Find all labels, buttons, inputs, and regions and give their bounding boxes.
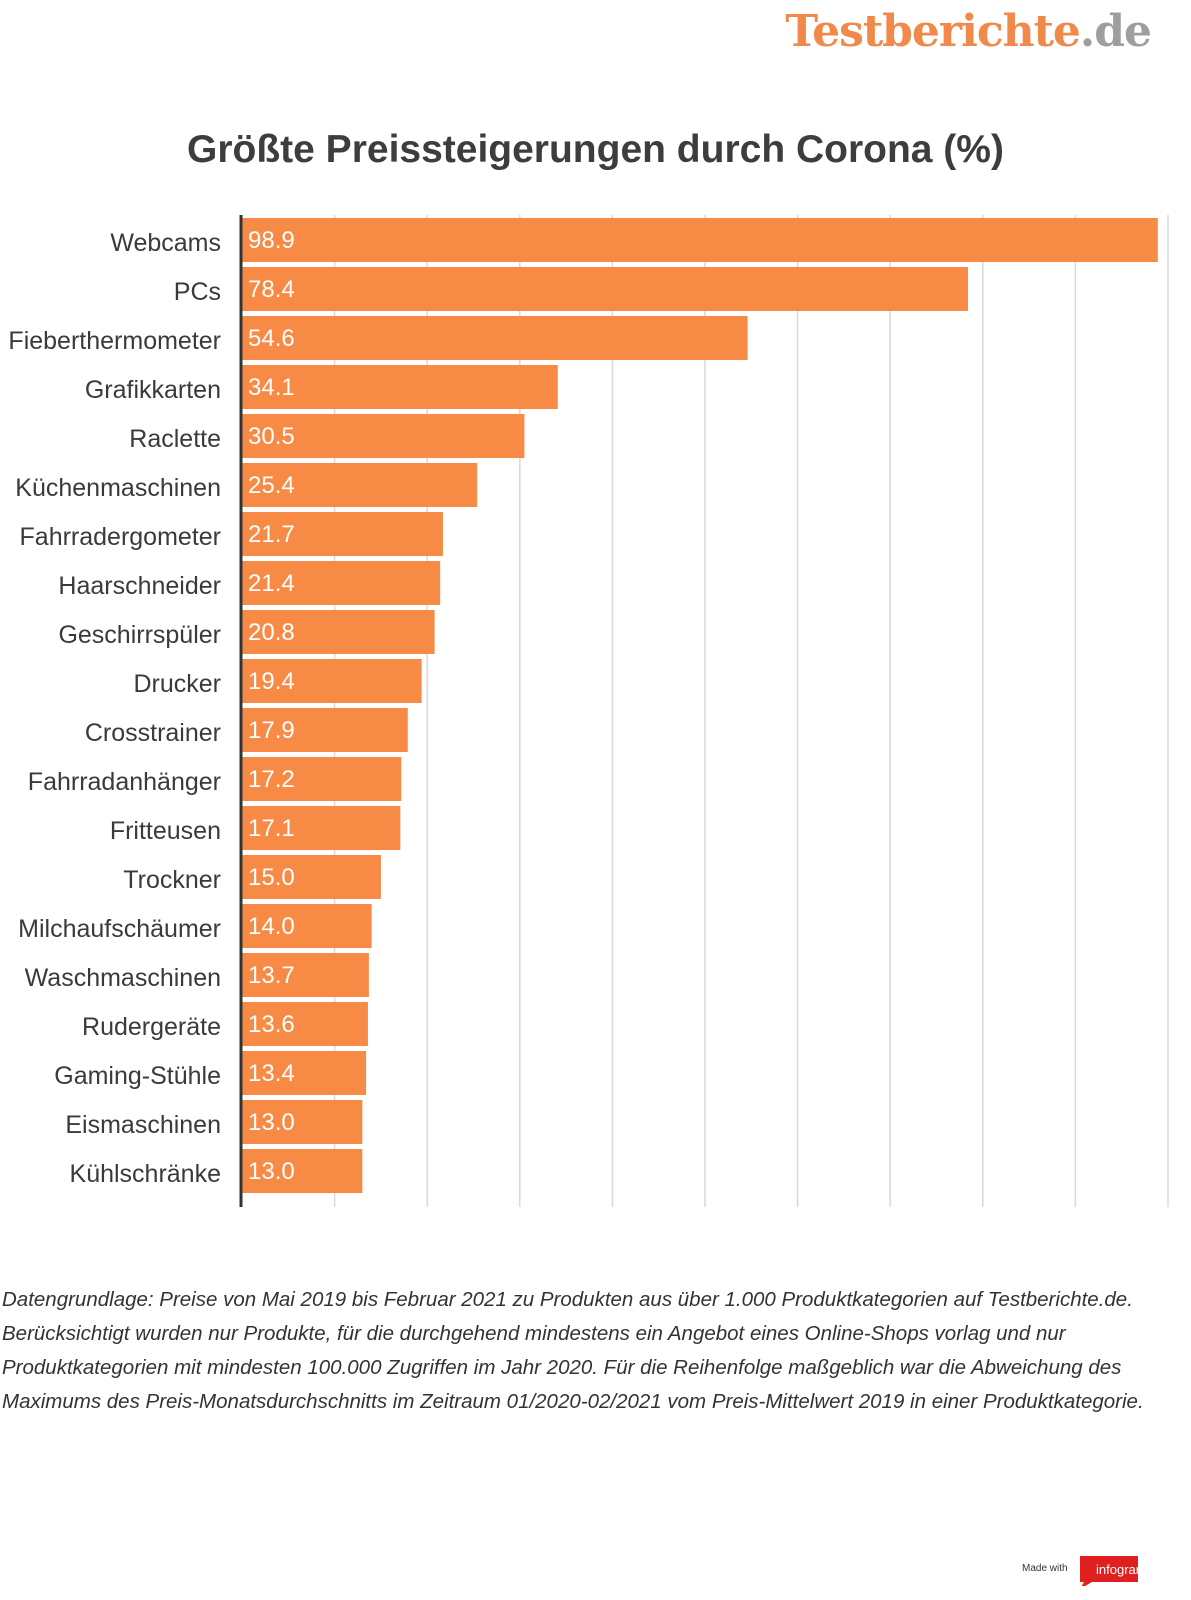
data-label: 13.6	[248, 1011, 295, 1038]
data-label: 25.4	[248, 472, 295, 499]
bar-chart: 98.9 78.4 54.6 34.1 30.5 25.4 21.7 21.4 20.8 19.4…	[8, 215, 1169, 1207]
bar	[242, 855, 381, 899]
bar	[242, 218, 1158, 262]
data-label: 17.9	[248, 717, 295, 744]
category-label: Webcams	[110, 229, 221, 257]
data-label: 21.7	[248, 521, 295, 548]
category-label: Fahrradergometer	[20, 523, 221, 551]
bar	[242, 561, 441, 605]
logo-brand: Testberichte	[785, 6, 1081, 57]
data-label: 19.4	[248, 668, 295, 695]
data-label: 30.5	[248, 423, 295, 450]
category-label: Fritteusen	[110, 817, 221, 845]
grid-lines	[333, 215, 1169, 1207]
bar	[242, 365, 558, 409]
bar	[242, 316, 748, 360]
bar	[242, 806, 401, 850]
data-label: 54.6	[248, 325, 295, 352]
data-label: 13.0	[248, 1109, 295, 1136]
infogram-label[interactable]: infogram	[1096, 1562, 1147, 1577]
data-label: 15.0	[248, 864, 295, 891]
footnote: Datengrundlage: Preise von Mai 2019 bis …	[2, 1288, 1144, 1413]
data-label: 34.1	[248, 374, 295, 401]
category-label: Rudergeräte	[82, 1013, 221, 1041]
data-label: 14.0	[248, 913, 295, 940]
category-label: Gaming-Stühle	[54, 1062, 221, 1090]
category-label: Geschirrspüler	[58, 621, 221, 649]
category-label: Fieberthermometer	[8, 327, 221, 355]
bar	[242, 904, 372, 948]
bar	[242, 708, 408, 752]
data-label: 98.9	[248, 227, 295, 254]
category-label: Küchenmaschinen	[15, 474, 221, 502]
bar	[242, 414, 525, 458]
bar	[242, 1002, 368, 1046]
testberichte-logo: Testberichte.de	[785, 6, 1152, 57]
category-label: PCs	[174, 278, 221, 306]
bar	[242, 757, 402, 801]
logo-tld: .de	[1079, 6, 1152, 57]
bar	[242, 512, 443, 556]
category-label: Kühlschränke	[70, 1160, 221, 1188]
category-label: Raclette	[129, 425, 221, 453]
bar	[242, 953, 369, 997]
chart-title: Größte Preissteigerungen durch Corona (%…	[187, 128, 1004, 171]
bar	[242, 463, 478, 507]
data-label: 20.8	[248, 619, 295, 646]
data-label: 21.4	[248, 570, 295, 597]
category-label: Grafikkarten	[85, 376, 221, 404]
bars: 98.9 78.4 54.6 34.1 30.5 25.4 21.7 21.4 20.8 19.4…	[242, 218, 1158, 1193]
category-label: Trockner	[123, 866, 221, 894]
infogram-badge-shape	[1080, 1556, 1138, 1586]
data-label: 17.2	[248, 766, 295, 793]
data-label: 78.4	[248, 276, 295, 303]
bar	[242, 610, 435, 654]
data-label: 13.0	[248, 1158, 295, 1185]
category-label: Crosstrainer	[85, 719, 221, 747]
data-label: 17.1	[248, 815, 295, 842]
category-label: Waschmaschinen	[25, 964, 221, 992]
category-labels: Webcams PCs Fieberthermometer Grafikkarten R…	[8, 229, 221, 1188]
bar	[242, 1100, 363, 1144]
category-label: Milchaufschäumer	[18, 915, 221, 943]
bar	[242, 267, 968, 311]
made-with-label: Made with	[1022, 1563, 1068, 1574]
bar	[242, 1051, 367, 1095]
bar	[242, 659, 422, 703]
data-label: 13.4	[248, 1060, 295, 1087]
bar	[242, 1149, 363, 1193]
category-label: Haarschneider	[58, 572, 221, 600]
infogram-badge[interactable]	[1052, 1556, 1140, 1586]
data-label: 13.7	[248, 962, 295, 989]
category-label: Fahrradanhänger	[28, 768, 221, 796]
category-label: Drucker	[133, 670, 221, 698]
category-label: Eismaschinen	[65, 1111, 221, 1139]
